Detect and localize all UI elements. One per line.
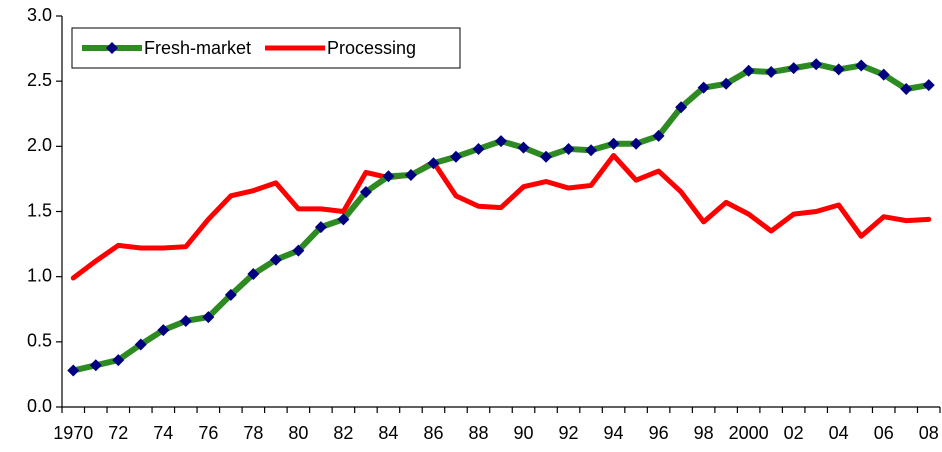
x-tick-label: 82 <box>333 423 353 443</box>
x-tick-label: 94 <box>604 423 624 443</box>
series-line <box>70 61 932 374</box>
x-tick-label: 06 <box>874 423 894 443</box>
legend-label: Fresh-market <box>144 38 251 58</box>
series-line <box>70 152 932 281</box>
marker <box>337 213 350 226</box>
marker <box>697 81 710 94</box>
marker <box>720 77 733 90</box>
marker <box>675 101 688 114</box>
y-tick-label: 0.5 <box>27 331 52 351</box>
marker <box>652 129 665 142</box>
marker <box>67 364 80 377</box>
marker <box>877 68 890 81</box>
x-tick-label: 86 <box>423 423 443 443</box>
marker <box>630 137 643 150</box>
marker <box>224 288 237 301</box>
x-tick-label: 88 <box>468 423 488 443</box>
marker <box>292 244 305 257</box>
marker <box>607 137 620 150</box>
y-tick-label: 3.0 <box>27 5 52 25</box>
marker <box>472 142 485 155</box>
x-tick-label: 80 <box>288 423 308 443</box>
marker <box>922 79 935 92</box>
marker <box>247 268 260 281</box>
x-tick-label: 84 <box>378 423 398 443</box>
x-tick-label: 90 <box>513 423 533 443</box>
x-tick-label: 98 <box>694 423 714 443</box>
marker <box>449 150 462 163</box>
marker <box>495 135 507 148</box>
marker <box>179 314 192 327</box>
marker <box>810 58 823 71</box>
marker <box>359 185 372 198</box>
marker <box>765 66 778 79</box>
marker <box>89 359 102 372</box>
marker <box>855 59 868 72</box>
marker <box>314 221 327 234</box>
legend-marker <box>106 42 118 54</box>
legend-label: Processing <box>327 38 416 58</box>
marker <box>900 82 913 95</box>
marker <box>585 144 598 157</box>
marker <box>112 354 125 367</box>
marker <box>202 311 215 324</box>
x-tick-label: 2000 <box>729 423 769 443</box>
marker <box>787 62 800 75</box>
marker <box>742 64 755 77</box>
x-tick-label: 74 <box>153 423 173 443</box>
x-tick-label: 92 <box>559 423 579 443</box>
marker <box>832 63 845 76</box>
x-tick-label: 08 <box>919 423 939 443</box>
x-tick-label: 78 <box>243 423 263 443</box>
marker <box>134 338 147 351</box>
y-tick-label: 1.5 <box>27 200 52 220</box>
y-tick-label: 2.5 <box>27 70 52 90</box>
x-tick-label: 72 <box>108 423 128 443</box>
x-tick-label: 76 <box>198 423 218 443</box>
marker <box>562 142 575 155</box>
marker <box>157 324 170 337</box>
y-tick-label: 2.0 <box>27 135 52 155</box>
marker <box>427 157 440 170</box>
x-tick-label: 04 <box>829 423 849 443</box>
marker <box>517 141 530 154</box>
marker <box>540 150 553 163</box>
x-tick-label: 02 <box>784 423 804 443</box>
x-tick-label: 1970 <box>53 423 93 443</box>
marker <box>269 253 282 266</box>
y-tick-label: 0.0 <box>27 396 52 416</box>
y-tick-label: 1.0 <box>27 265 52 285</box>
marker <box>404 169 417 182</box>
x-tick-label: 96 <box>649 423 669 443</box>
marker <box>382 170 395 183</box>
